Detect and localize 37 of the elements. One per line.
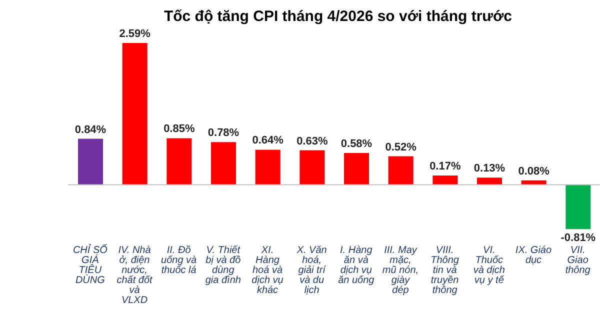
- bar: [521, 180, 546, 185]
- data-label: 0.17%: [430, 160, 461, 172]
- x-tick-label: IV. Nhà ở, điện nước, chất đốt và VLXD: [116, 245, 154, 306]
- bar: [300, 150, 325, 185]
- data-label: 0.13%: [474, 162, 506, 175]
- x-tick-label: CHỈ SỐ GIÁ TIÊU DÙNG: [72, 243, 108, 286]
- bar: [477, 178, 502, 185]
- x-tick-label: IX. Giáo dục: [515, 245, 552, 266]
- data-label: 0.78%: [208, 127, 240, 140]
- data-label: 0.64%: [252, 134, 284, 147]
- bar: [566, 184, 591, 230]
- x-tick-label: VIII. Thông tin và truyền thông: [430, 245, 460, 296]
- data-label: 0.84%: [74, 124, 106, 136]
- bar: [122, 43, 148, 185]
- chart-title: Tốc độ tăng CPI tháng 4/2026 so với tháng trước: [162, 8, 514, 25]
- bar: [78, 138, 103, 185]
- x-tick-label: I. Hàng ăn và dịch vụ ăn uống: [338, 245, 375, 286]
- x-tick-label: X. Văn hoá, giải trí và du lịch: [296, 245, 328, 296]
- data-label: 0.58%: [340, 138, 372, 150]
- x-tick-label: II. Đồ uống và thuốc lá: [161, 245, 198, 276]
- bar: [432, 175, 458, 185]
- x-tick-label: III. May mặc, mũ nón, giày dép: [382, 245, 419, 296]
- data-label: -0.81%: [560, 232, 596, 244]
- bar: [388, 156, 414, 185]
- data-label: 0.63%: [296, 135, 328, 148]
- bar: [211, 142, 236, 185]
- x-tick-label: VII. Giao thông: [565, 245, 591, 276]
- data-label: 0.08%: [518, 165, 550, 178]
- data-label: 0.52%: [385, 141, 417, 154]
- x-tick-label: XI. Hàng hoá và dịch vụ khác: [252, 245, 284, 296]
- bar: [344, 153, 369, 185]
- x-tick-label: V. Thiết bị và đồ dùng gia đình: [205, 245, 242, 286]
- x-tick-label: VI. Thuốc và dịch vụ y tế: [473, 245, 506, 286]
- bar: [166, 138, 192, 185]
- bar: [255, 150, 280, 185]
- data-label: 2.59%: [119, 28, 151, 40]
- data-label: 0.85%: [164, 123, 195, 136]
